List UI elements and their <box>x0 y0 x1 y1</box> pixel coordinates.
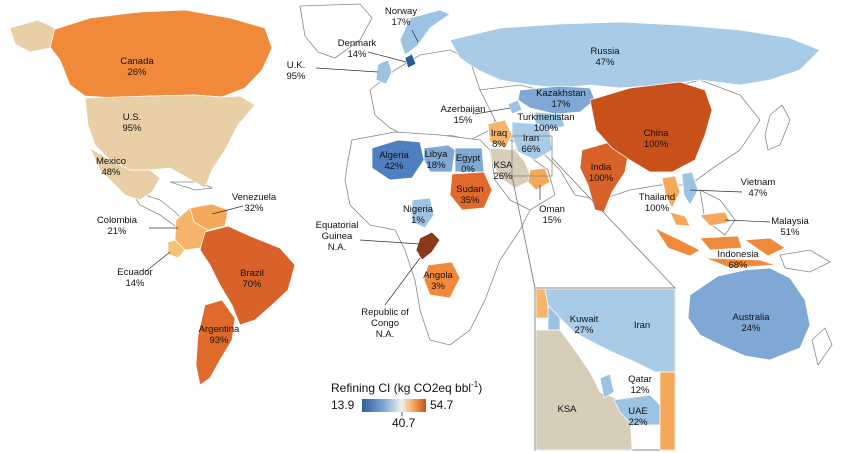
label-colombia: Colombia 21% <box>97 215 138 237</box>
country-ksa[interactable] <box>489 147 533 189</box>
label-iraq: Iraq 8% <box>491 128 507 150</box>
inset-ksa[interactable] <box>535 329 633 451</box>
country-denmark[interactable] <box>404 53 417 69</box>
legend-colorbar <box>362 399 426 412</box>
label-iran: Iran 66% <box>521 133 541 155</box>
label-egypt: Egypt 0% <box>456 153 481 175</box>
country-australia[interactable] <box>687 267 811 361</box>
country-eq-guinea[interactable] <box>415 231 441 261</box>
label-libya: Libya 18% <box>425 149 448 171</box>
land-nz <box>811 327 833 366</box>
country-angola[interactable] <box>423 261 461 299</box>
inset-qatar[interactable] <box>599 373 615 399</box>
label-kazakhstan: Kazakhstan 17% <box>536 88 586 110</box>
country-brazil[interactable] <box>199 225 296 326</box>
country-iran[interactable] <box>511 121 553 161</box>
country-norway[interactable] <box>399 9 451 56</box>
country-china[interactable] <box>589 81 713 173</box>
country-azerbaijan[interactable] <box>507 99 523 115</box>
label-algeria: Algeria 42% <box>379 150 409 172</box>
country-russia[interactable] <box>449 21 821 89</box>
country-labels: Canada 26% U.S. 95% Mexico 48% Venezuela 32%… <box>96 6 809 428</box>
country-oman[interactable] <box>527 167 551 191</box>
inset-iraq <box>535 288 549 319</box>
country-sudan[interactable] <box>449 171 493 211</box>
label-canada: Canada 26% <box>120 56 154 78</box>
label-congo: Republic of Congo N.A. <box>361 307 409 340</box>
legend-max: 54.7 <box>430 398 454 412</box>
country-libya[interactable] <box>423 144 456 173</box>
label-eq-guinea: Equatorial Guinea N.A. <box>316 220 359 253</box>
label-norway: Norway 17% <box>385 6 417 28</box>
country-malaysia[interactable] <box>669 211 731 227</box>
label-turkmenistan: Turkmenistan 100% <box>517 112 574 134</box>
label-china: China 100% <box>644 128 670 150</box>
legend-min: 13.9 <box>331 398 355 412</box>
country-canada[interactable] <box>39 9 273 99</box>
legend: Refining CI (kg CO2eq bbl-1) 13.9 54.7 4… <box>331 380 482 430</box>
label-australia: Australia 24% <box>733 312 771 334</box>
country-us-alaska[interactable] <box>9 19 56 53</box>
label-oman: Oman 15% <box>539 204 565 226</box>
country-algeria[interactable] <box>371 139 425 181</box>
label-brazil: Brazil 70% <box>240 268 264 290</box>
label-argentina: Argentina 93% <box>199 324 240 346</box>
label-india: India 100% <box>589 162 614 184</box>
label-mexico: Mexico 48% <box>96 156 126 178</box>
inset-source-box <box>511 135 553 177</box>
label-ksa-inset: KSA <box>557 404 577 415</box>
inset-leaders <box>511 135 676 289</box>
label-russia: Russia 47% <box>590 46 620 68</box>
label-venezuela: Venezuela 32% <box>232 192 277 214</box>
country-us[interactable] <box>84 94 256 189</box>
countries <box>9 9 821 386</box>
callout-leaders <box>144 29 771 306</box>
land-se-asia <box>699 189 736 236</box>
label-iran-inset: Iran <box>634 320 650 331</box>
legend-title: Refining CI (kg CO2eq bbl-1) <box>331 380 482 395</box>
country-ecuador[interactable] <box>167 239 186 259</box>
label-malaysia: Malaysia 51% <box>771 216 809 238</box>
country-indonesia[interactable] <box>654 227 786 269</box>
label-indonesia: Indonesia 68% <box>717 249 759 271</box>
label-azerbaijan: Azerbaijan 15% <box>441 104 486 126</box>
legend-mid: 40.7 <box>392 416 416 430</box>
country-vietnam[interactable] <box>681 171 699 206</box>
country-kazakhstan[interactable] <box>517 85 596 115</box>
label-denmark: Denmark 14% <box>338 38 377 60</box>
label-kuwait: Kuwait 27% <box>570 314 599 336</box>
country-thailand[interactable] <box>661 175 681 209</box>
country-mexico[interactable] <box>89 147 161 201</box>
country-iraq[interactable] <box>487 119 513 149</box>
label-angola: Angola 3% <box>423 270 453 292</box>
label-us: U.S. 95% <box>122 112 142 134</box>
label-thailand: Thailand 100% <box>639 192 675 214</box>
label-vietnam: Vietnam 47% <box>741 177 776 199</box>
label-uae: UAE 22% <box>628 406 648 428</box>
land-png <box>779 249 831 273</box>
country-nigeria[interactable] <box>411 197 435 229</box>
country-argentina[interactable] <box>195 299 236 386</box>
gulf-inset <box>534 287 676 451</box>
label-ecuador: Ecuador 14% <box>117 267 152 289</box>
country-uk[interactable] <box>375 59 393 85</box>
inset-oman[interactable] <box>659 371 676 451</box>
land-greenland <box>299 3 373 59</box>
label-nigeria: Nigeria 1% <box>403 204 434 226</box>
land-japan <box>764 104 791 151</box>
label-sudan: Sudan 35% <box>456 184 483 206</box>
label-uk: U.K. 95% <box>286 60 306 82</box>
label-ksa: KSA 26% <box>493 160 513 182</box>
country-turkmenistan[interactable] <box>534 111 566 131</box>
label-qatar: Qatar 12% <box>628 374 652 396</box>
